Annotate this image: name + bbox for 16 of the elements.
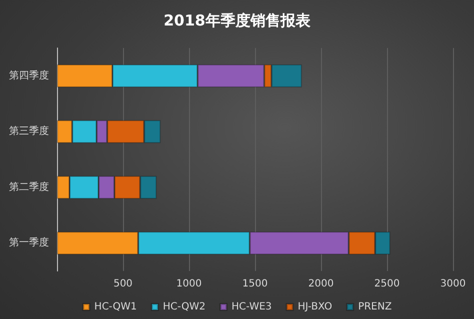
x-tick-label: 1500 — [242, 278, 268, 290]
x-tick-label: 2500 — [374, 278, 400, 290]
x-tick-label: 3000 — [440, 278, 466, 290]
y-tick-label: 第三季度 — [9, 125, 49, 138]
legend-label: HC-WE3 — [231, 302, 272, 312]
legend-label: HC-QW1 — [94, 302, 137, 312]
legend-label: HC-QW2 — [162, 302, 206, 312]
y-tick-label: 第一季度 — [9, 236, 49, 249]
y-tick-label: 第四季度 — [9, 69, 49, 82]
legend-label: HJ-BXO — [298, 302, 332, 312]
x-tick-label: 1000 — [176, 278, 202, 290]
y-tick-label: 第二季度 — [9, 180, 49, 193]
x-tick-label: 500 — [113, 278, 133, 290]
x-tick-label: 2000 — [308, 278, 334, 290]
legend-label: PRENZ — [358, 302, 392, 312]
chart-title: 2018年季度销售报表 — [164, 12, 312, 30]
